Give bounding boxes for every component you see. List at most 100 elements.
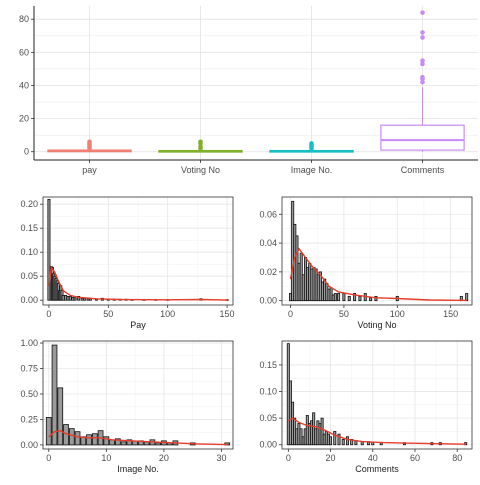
x-tick-label: 80: [452, 453, 462, 463]
box-outlier: [420, 58, 425, 63]
histogram-bar: [337, 433, 341, 446]
x-tick-label: 10: [101, 453, 111, 463]
x-axis-label: Voting No: [357, 320, 396, 330]
boxplot-y-tick-label: 80: [19, 14, 29, 24]
panel-border: [42, 196, 234, 306]
x-tick-label: 150: [220, 309, 235, 319]
histogram-bar: [91, 433, 98, 446]
boxplot-y-tick-label: 0: [24, 147, 29, 157]
box-outlier: [87, 139, 92, 145]
y-tick-label: 0.25: [20, 414, 38, 424]
histogram-bar: [77, 295, 81, 301]
panel-background: [43, 341, 233, 449]
histogram-bar: [115, 438, 121, 446]
histogram-bar: [51, 344, 58, 446]
histogram-bar: [345, 436, 349, 446]
x-tick-label: 100: [390, 309, 405, 319]
box-outlier: [420, 35, 425, 40]
density-curve: [48, 265, 228, 301]
y-tick-label: 0.20: [20, 199, 38, 209]
histogram-bar: [73, 297, 77, 301]
histogram-bar: [341, 439, 345, 446]
boxplot-x-tick-label: Image No.: [291, 165, 333, 175]
histogram-bar: [45, 417, 52, 446]
y-tick-label: 0.15: [259, 360, 277, 370]
y-tick-label: 0.50: [20, 389, 38, 399]
y-tick-label: 0.00: [259, 440, 277, 450]
x-tick-label: 40: [368, 453, 378, 463]
histogram-bar: [68, 428, 75, 446]
density-curve: [48, 429, 228, 446]
boxplot-x-tick-label: Voting No: [181, 165, 220, 175]
x-axis-label: Pay: [130, 320, 146, 330]
histogram-bar: [369, 297, 373, 302]
box-outlier: [420, 74, 425, 80]
x-tick-label: 30: [216, 453, 226, 463]
y-tick-label: 0.04: [259, 238, 277, 248]
histogram-bar: [126, 439, 133, 446]
x-axis-label: Image No.: [117, 464, 159, 474]
density-curve: [287, 417, 466, 445]
histogram-bar: [86, 434, 92, 446]
box-outlier: [420, 61, 425, 67]
box-outlier: [420, 10, 425, 15]
y-tick-label: 0.00: [20, 440, 38, 450]
histogram-bar: [64, 294, 68, 301]
boxplot-panel: [31, 6, 478, 163]
y-tick-label: 0.15: [20, 223, 38, 233]
histogram-bar: [353, 293, 357, 302]
panel-border: [42, 340, 234, 450]
density-curve: [289, 247, 467, 302]
histogram-bar: [74, 431, 81, 446]
y-tick-label: 0.10: [20, 247, 38, 257]
histogram-bar: [347, 295, 351, 302]
boxplot-x-tick-label: Comments: [401, 165, 445, 175]
panel-border: [281, 196, 473, 306]
histogram-bar: [47, 198, 51, 301]
panel-border: [281, 340, 473, 450]
histogram-bar: [358, 295, 362, 302]
y-tick-label: 0.10: [259, 387, 277, 397]
x-tick-label: 0: [46, 309, 51, 319]
x-tick-label: 50: [103, 309, 113, 319]
box-outlier: [198, 144, 203, 150]
histogram-bar: [120, 441, 127, 446]
histogram-panel-image: [40, 340, 234, 452]
x-tick-label: 50: [339, 309, 349, 319]
histogram-bar: [80, 297, 84, 301]
histogram-bar: [155, 442, 161, 446]
box-outlier: [420, 79, 425, 85]
histogram-panel-comments: [279, 340, 473, 452]
box-outlier: [198, 139, 203, 145]
histogram-panel-pay: [40, 196, 234, 308]
x-tick-label: 0: [46, 453, 51, 463]
histogram-bar: [57, 387, 64, 446]
histogram-bar: [71, 296, 75, 301]
histogram-bar: [337, 293, 341, 302]
x-tick-label: 100: [160, 309, 175, 319]
histogram-bar: [61, 294, 65, 301]
y-tick-label: 0.06: [259, 209, 277, 219]
y-tick-label: 0.00: [259, 296, 277, 306]
histogram-bar: [66, 295, 70, 301]
histogram-bar: [68, 295, 72, 301]
histogram-bar: [86, 298, 90, 301]
x-axis-label: Comments: [355, 464, 399, 474]
y-tick-label: 0.75: [20, 364, 38, 374]
box-comments: [380, 124, 465, 151]
histogram-bar: [465, 293, 469, 302]
histogram-bar: [333, 293, 337, 302]
y-tick-label: 0.00: [20, 295, 38, 305]
y-tick-label: 0.05: [20, 271, 38, 281]
x-tick-label: 60: [410, 453, 420, 463]
boxplot-y-tick-label: 40: [19, 80, 29, 90]
y-tick-label: 0.05: [259, 413, 277, 423]
x-tick-label: 0: [286, 453, 291, 463]
boxplot-x-tick-label: pay: [82, 165, 97, 175]
boxplot-y-tick-label: 20: [19, 114, 29, 124]
x-tick-label: 0: [288, 309, 293, 319]
x-tick-label: 20: [326, 453, 336, 463]
histogram-bar: [329, 436, 333, 446]
